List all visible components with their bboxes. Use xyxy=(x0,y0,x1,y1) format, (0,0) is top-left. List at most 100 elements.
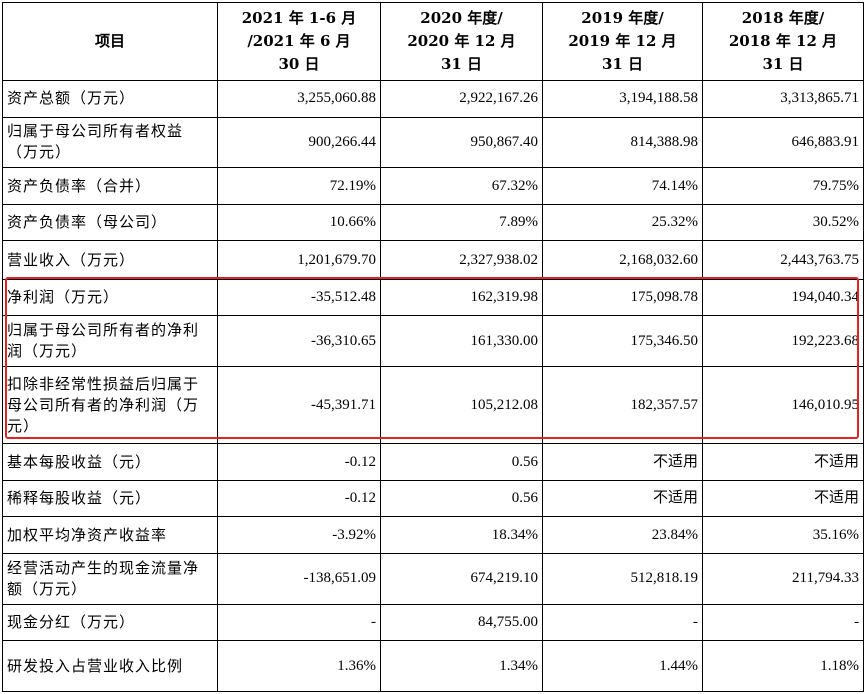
header-line: 31 日 xyxy=(601,55,644,73)
row-label: 营业收入（万元） xyxy=(2,240,218,280)
header-period-2019: 2019 年度/ 2019 年 12 月 31 日 xyxy=(542,2,703,81)
row-label: 研发投入占营业收入比例 xyxy=(2,640,218,692)
row-value: - xyxy=(702,603,864,642)
header-period-2021h1: 2021 年 1-6 月 /2021 年 6 月 30 日 xyxy=(217,2,381,81)
table-row: 归属于母公司所有者权益（万元） 900,266.44 950,867.40 81… xyxy=(2,116,864,169)
row-value: 2,327,938.02 xyxy=(380,240,543,280)
row-value: 79.75% xyxy=(702,167,864,205)
table-row-highlighted: 归属于母公司所有者的净利润（万元） -36,310.65 161,330.00 … xyxy=(2,315,864,368)
row-label: 归属于母公司所有者权益（万元） xyxy=(2,116,218,169)
row-value: 0.56 xyxy=(380,443,543,481)
header-row: 项目 2021 年 1-6 月 /2021 年 6 月 30 日 2020 年度… xyxy=(2,2,864,81)
row-value: 74.14% xyxy=(542,167,703,205)
row-value: 3,313,865.71 xyxy=(702,80,864,118)
table-row-highlighted: 扣除非经常性损益后归属于母公司所有者的净利润（万元） -45,391.71 10… xyxy=(2,366,864,445)
row-value: 1.18% xyxy=(702,640,864,692)
row-value: 2,168,032.60 xyxy=(542,240,703,280)
table-row: 研发投入占营业收入比例 1.36% 1.34% 1.44% 1.18% xyxy=(2,640,864,692)
header-line: 31 日 xyxy=(440,55,483,73)
row-value: 674,219.10 xyxy=(380,552,543,605)
row-value: 192,223.68 xyxy=(702,315,864,368)
table-row-highlighted: 净利润（万元） -35,512.48 162,319.98 175,098.78… xyxy=(2,278,864,317)
row-label: 资产负债率（母公司） xyxy=(2,203,218,242)
header-line: 2020 年 12 月 xyxy=(407,32,516,50)
row-value: 不适用 xyxy=(702,443,864,481)
row-value: 161,330.00 xyxy=(380,315,543,368)
table-row: 营业收入（万元） 1,201,679.70 2,327,938.02 2,168… xyxy=(2,240,864,280)
header-line: 2018 年度/ xyxy=(741,9,825,27)
row-value: 23.84% xyxy=(542,516,703,554)
row-value: 不适用 xyxy=(702,479,864,518)
row-value: 3,255,060.88 xyxy=(217,80,381,118)
row-value: 10.66% xyxy=(217,203,381,242)
row-label: 资产总额（万元） xyxy=(2,80,218,118)
row-value: 72.19% xyxy=(217,167,381,205)
header-line: 2021 年 1-6 月 xyxy=(241,9,357,27)
row-value: 182,357.57 xyxy=(542,366,703,445)
row-value: 146,010.95 xyxy=(702,366,864,445)
header-period-2018: 2018 年度/ 2018 年 12 月 31 日 xyxy=(702,2,864,81)
header-line: /2021 年 6 月 xyxy=(247,32,351,50)
table-row: 稀释每股收益（元） -0.12 0.56 不适用 不适用 xyxy=(2,479,864,518)
row-value: 814,388.98 xyxy=(542,116,703,169)
row-value: 2,922,167.26 xyxy=(380,80,543,118)
row-value: -3.92% xyxy=(217,516,381,554)
table-row: 资产负债率（母公司） 10.66% 7.89% 25.32% 30.52% xyxy=(2,203,864,242)
row-value: 84,755.00 xyxy=(380,603,543,642)
row-value: 35.16% xyxy=(702,516,864,554)
row-value: - xyxy=(542,603,703,642)
row-label: 扣除非经常性损益后归属于母公司所有者的净利润（万元） xyxy=(2,366,218,445)
table-row: 加权平均净资产收益率 -3.92% 18.34% 23.84% 35.16% xyxy=(2,516,864,554)
table-row: 资产负债率（合并） 72.19% 67.32% 74.14% 79.75% xyxy=(2,167,864,205)
row-value: 0.56 xyxy=(380,479,543,518)
table-row: 基本每股收益（元） -0.12 0.56 不适用 不适用 xyxy=(2,443,864,481)
row-value: - xyxy=(217,603,381,642)
row-value: 25.32% xyxy=(542,203,703,242)
row-value: -45,391.71 xyxy=(217,366,381,445)
row-value: 162,319.98 xyxy=(380,278,543,317)
row-value: -0.12 xyxy=(217,479,381,518)
row-value: 1,201,679.70 xyxy=(217,240,381,280)
header-line: 2019 年度/ xyxy=(581,9,664,27)
row-value: 194,040.34 xyxy=(702,278,864,317)
header-line: 2020 年度/ xyxy=(420,9,503,27)
row-label: 经营活动产生的现金流量净额（万元） xyxy=(2,552,218,605)
row-label: 归属于母公司所有者的净利润（万元） xyxy=(2,315,218,368)
row-value: -36,310.65 xyxy=(217,315,381,368)
row-value: 18.34% xyxy=(380,516,543,554)
row-value: 7.89% xyxy=(380,203,543,242)
row-value: 175,098.78 xyxy=(542,278,703,317)
row-value: 2,443,763.75 xyxy=(702,240,864,280)
row-value: 900,266.44 xyxy=(217,116,381,169)
header-line: 31 日 xyxy=(762,55,804,73)
row-value: 1.44% xyxy=(542,640,703,692)
header-line: 2019 年 12 月 xyxy=(568,32,677,50)
row-value: 1.34% xyxy=(380,640,543,692)
row-label: 基本每股收益（元） xyxy=(2,443,218,481)
row-value: 175,346.50 xyxy=(542,315,703,368)
row-value: 211,794.33 xyxy=(702,552,864,605)
row-label: 净利润（万元） xyxy=(2,278,218,317)
header-period-2020: 2020 年度/ 2020 年 12 月 31 日 xyxy=(380,2,543,81)
row-value: 950,867.40 xyxy=(380,116,543,169)
row-value: -35,512.48 xyxy=(217,278,381,317)
table-row: 现金分红（万元） - 84,755.00 - - xyxy=(2,603,864,642)
row-label: 稀释每股收益（元） xyxy=(2,479,218,518)
row-label: 现金分红（万元） xyxy=(2,603,218,642)
row-label: 资产负债率（合并） xyxy=(2,167,218,205)
row-value: 105,212.08 xyxy=(380,366,543,445)
row-value: 30.52% xyxy=(702,203,864,242)
row-value: 646,883.91 xyxy=(702,116,864,169)
header-line: 30 日 xyxy=(278,55,320,73)
row-value: -138,651.09 xyxy=(217,552,381,605)
row-label: 加权平均净资产收益率 xyxy=(2,516,218,554)
row-value: -0.12 xyxy=(217,443,381,481)
row-value: 不适用 xyxy=(542,479,703,518)
table-row: 经营活动产生的现金流量净额（万元） -138,651.09 674,219.10… xyxy=(2,552,864,605)
row-value: 512,818.19 xyxy=(542,552,703,605)
row-value: 不适用 xyxy=(542,443,703,481)
row-value: 3,194,188.58 xyxy=(542,80,703,118)
header-line: 2018 年 12 月 xyxy=(728,32,838,50)
table-row: 资产总额（万元） 3,255,060.88 2,922,167.26 3,194… xyxy=(2,80,864,118)
